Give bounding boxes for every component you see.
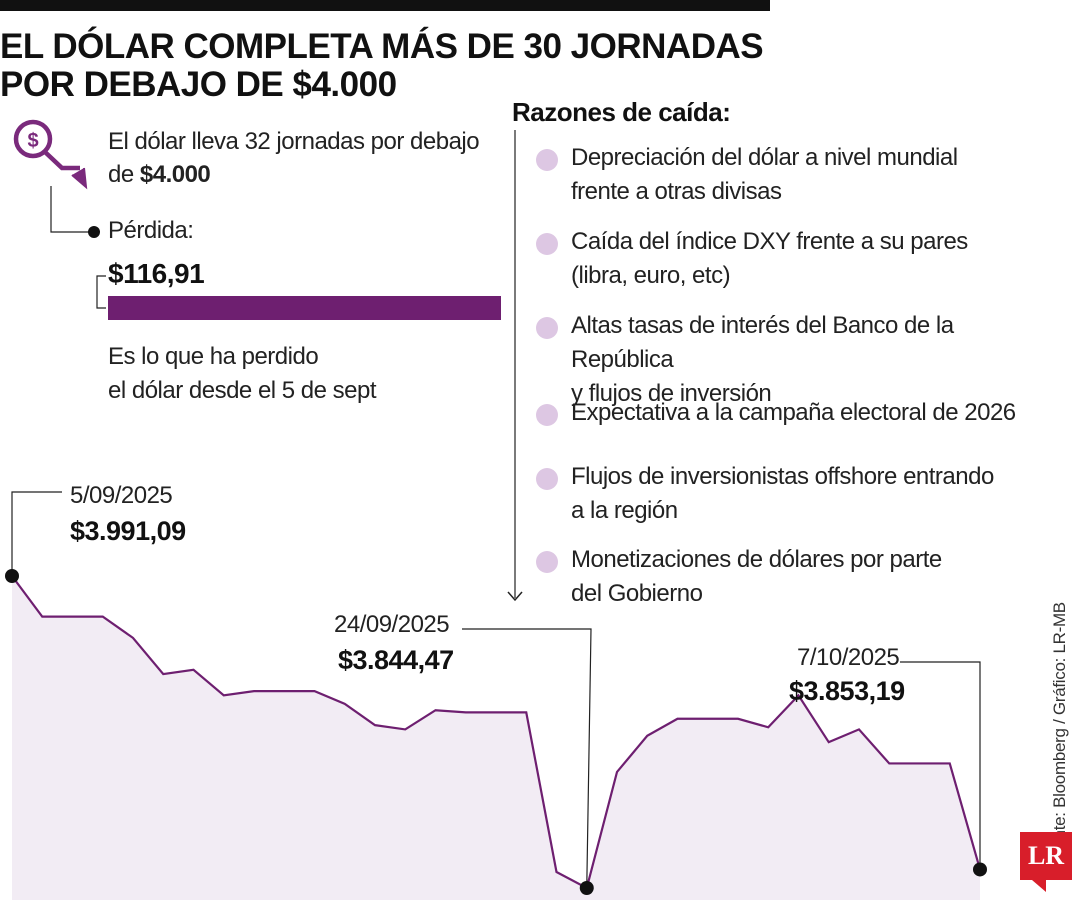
lead-line-2: de $4.000 <box>108 158 479 191</box>
leader-line-min <box>462 628 592 889</box>
source-credit: Fuente: Bloomberg / Gráfico: LR-MB <box>1050 602 1069 868</box>
annotation-date-start: 5/09/2025 <box>70 482 173 509</box>
loss-bracket <box>96 275 106 309</box>
reason-text: Depreciación del dólar a nivel mundial fr… <box>571 141 958 209</box>
svg-text:$: $ <box>27 130 38 152</box>
data-point-min <box>579 881 594 895</box>
lead-line-1: El dólar lleva 32 jornadas por debajo <box>108 128 480 155</box>
loss-desc-line-1: Es lo que ha perdido <box>108 343 319 370</box>
reason-line: Altas tasas de interés del Banco de la R… <box>571 312 954 373</box>
bullet-dot <box>536 149 558 171</box>
leader-line-start <box>11 491 62 576</box>
reason-text: Expectativa a la campaña electoral de 20… <box>571 396 1016 430</box>
loss-connector-dot <box>88 226 100 238</box>
title-line-1: EL DÓLAR COMPLETA MÁS DE 30 JORNADAS <box>0 27 764 66</box>
reason-item: Caída del índice DXY frente a su pares (l… <box>536 225 1056 293</box>
reason-line: a la región <box>571 497 678 524</box>
reason-text: Caída del índice DXY frente a su pares (l… <box>571 225 968 293</box>
loss-desc-line-2: el dólar desde el 5 de sept <box>108 377 377 404</box>
data-point-end <box>973 862 987 877</box>
loss-bar <box>108 296 501 320</box>
reason-text: Altas tasas de interés del Banco de la R… <box>571 309 1056 411</box>
top-rule <box>0 0 770 11</box>
page-title: EL DÓLAR COMPLETA MÁS DE 30 JORNADAS POR… <box>0 28 800 104</box>
reason-line: Depreciación del dólar a nivel mundial <box>571 144 958 171</box>
reason-item: Expectativa a la campaña electoral de 20… <box>536 396 1056 430</box>
reasons-arrowhead <box>507 591 523 602</box>
lr-logo-tail <box>1032 880 1046 892</box>
reason-line: frente a otras divisas <box>571 178 782 205</box>
reason-line: Caída del índice DXY frente a su pares <box>571 228 968 255</box>
loss-connector <box>50 186 92 233</box>
annotation-value-start: $3.991,09 <box>70 516 186 546</box>
leader-line-end <box>900 661 981 870</box>
reason-item: Monetizaciones de dólares por parte del G… <box>536 543 1056 611</box>
reason-text: Flujos de inversionistas offshore entran… <box>571 460 994 528</box>
series-line <box>11 575 982 890</box>
lead-de: de <box>108 161 140 188</box>
annotation-value-min: $3.844,47 <box>338 645 454 675</box>
loss-value: $116,91 <box>108 258 205 289</box>
reason-line: (libra, euro, etc) <box>571 262 731 289</box>
reason-item: Flujos de inversionistas offshore entran… <box>536 460 1056 528</box>
lead-text: El dólar lleva 32 jornadas por debajo de… <box>108 125 480 191</box>
bullet-dot <box>536 468 558 490</box>
annotation-date-min: 24/09/2025 <box>334 611 450 638</box>
bullet-dot <box>536 551 558 573</box>
title-line-2: POR DEBAJO DE $4.000 <box>0 65 397 104</box>
reason-line: Flujos de inversionistas offshore entran… <box>571 463 994 490</box>
dollar-down-icon: $ <box>13 119 88 190</box>
lr-logo: LR <box>1020 832 1072 880</box>
reason-line: Expectativa a la campaña electoral de 20… <box>571 399 1016 426</box>
reason-item: Altas tasas de interés del Banco de la R… <box>536 309 1056 411</box>
loss-description: Es lo que ha perdido el dólar desde el 5… <box>108 340 377 408</box>
line-chart <box>5 491 987 900</box>
reasons-title: Razones de caída: <box>512 97 731 127</box>
loss-label: Pérdida: <box>108 217 194 244</box>
area-fill <box>12 576 980 900</box>
bullet-dot <box>536 317 558 339</box>
bullet-dot <box>536 233 558 255</box>
reason-line: del Gobierno <box>571 580 703 607</box>
reason-text: Monetizaciones de dólares por parte del G… <box>571 543 942 611</box>
lead-amount: $4.000 <box>139 161 211 188</box>
data-point-start <box>5 569 19 583</box>
annotation-date-end: 7/10/2025 <box>797 644 900 671</box>
reason-line: Monetizaciones de dólares por parte <box>571 546 942 573</box>
annotation-value-end: $3.853,19 <box>789 676 905 706</box>
reason-item: Depreciación del dólar a nivel mundial fr… <box>536 141 1056 209</box>
reason-line: y flujos de inversión <box>571 380 772 407</box>
bullet-dot <box>536 404 558 426</box>
